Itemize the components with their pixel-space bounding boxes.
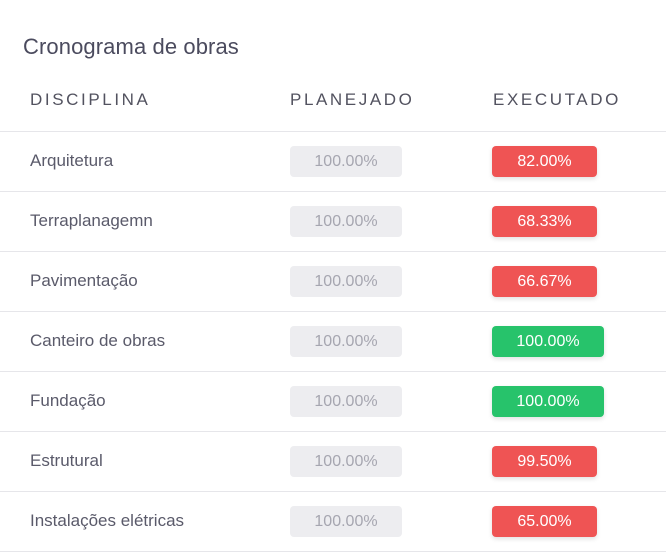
planned-badge: 100.00% bbox=[290, 326, 402, 357]
table-row: Terraplanagemn 100.00% 68.33% bbox=[0, 192, 666, 252]
planned-badge: 100.00% bbox=[290, 506, 402, 537]
table-row: Pavimentação 100.00% 66.67% bbox=[0, 252, 666, 312]
executed-badge: 66.67% bbox=[492, 266, 597, 297]
discipline-name: Pavimentação bbox=[30, 271, 138, 290]
column-header-planned: PLANEJADO bbox=[290, 90, 415, 109]
planned-badge: 100.00% bbox=[290, 146, 402, 177]
table-row: Instalações elétricas 100.00% 65.00% bbox=[0, 492, 666, 552]
table-row: Estrutural 100.00% 99.50% bbox=[0, 432, 666, 492]
page-title: Cronograma de obras bbox=[23, 34, 239, 59]
planned-badge: 100.00% bbox=[290, 206, 402, 237]
planned-badge: 100.00% bbox=[290, 446, 402, 477]
column-header-discipline: DISCIPLINA bbox=[30, 90, 151, 109]
executed-badge: 65.00% bbox=[492, 506, 597, 537]
discipline-name: Arquitetura bbox=[30, 151, 114, 170]
executed-badge: 100.00% bbox=[492, 386, 604, 417]
discipline-name: Terraplanagemn bbox=[30, 211, 153, 230]
table-row: Arquitetura 100.00% 82.00% bbox=[0, 132, 666, 192]
table-row: Canteiro de obras 100.00% 100.00% bbox=[0, 312, 666, 372]
column-header-executed: EXECUTADO bbox=[493, 90, 621, 109]
executed-badge: 82.00% bbox=[492, 146, 597, 177]
planned-badge: 100.00% bbox=[290, 386, 402, 417]
executed-badge: 100.00% bbox=[492, 326, 604, 357]
table-body: Arquitetura 100.00% 82.00% Terraplanagem… bbox=[0, 132, 666, 552]
table-header: DISCIPLINA PLANEJADO EXECUTADO bbox=[0, 86, 666, 132]
discipline-name: Canteiro de obras bbox=[30, 331, 166, 350]
executed-badge: 68.33% bbox=[492, 206, 597, 237]
executed-badge: 99.50% bbox=[492, 446, 597, 477]
discipline-name: Instalações elétricas bbox=[30, 511, 185, 530]
discipline-name: Estrutural bbox=[30, 451, 103, 470]
planned-badge: 100.00% bbox=[290, 266, 402, 297]
table-row: Fundação 100.00% 100.00% bbox=[0, 372, 666, 432]
discipline-name: Fundação bbox=[30, 391, 106, 410]
